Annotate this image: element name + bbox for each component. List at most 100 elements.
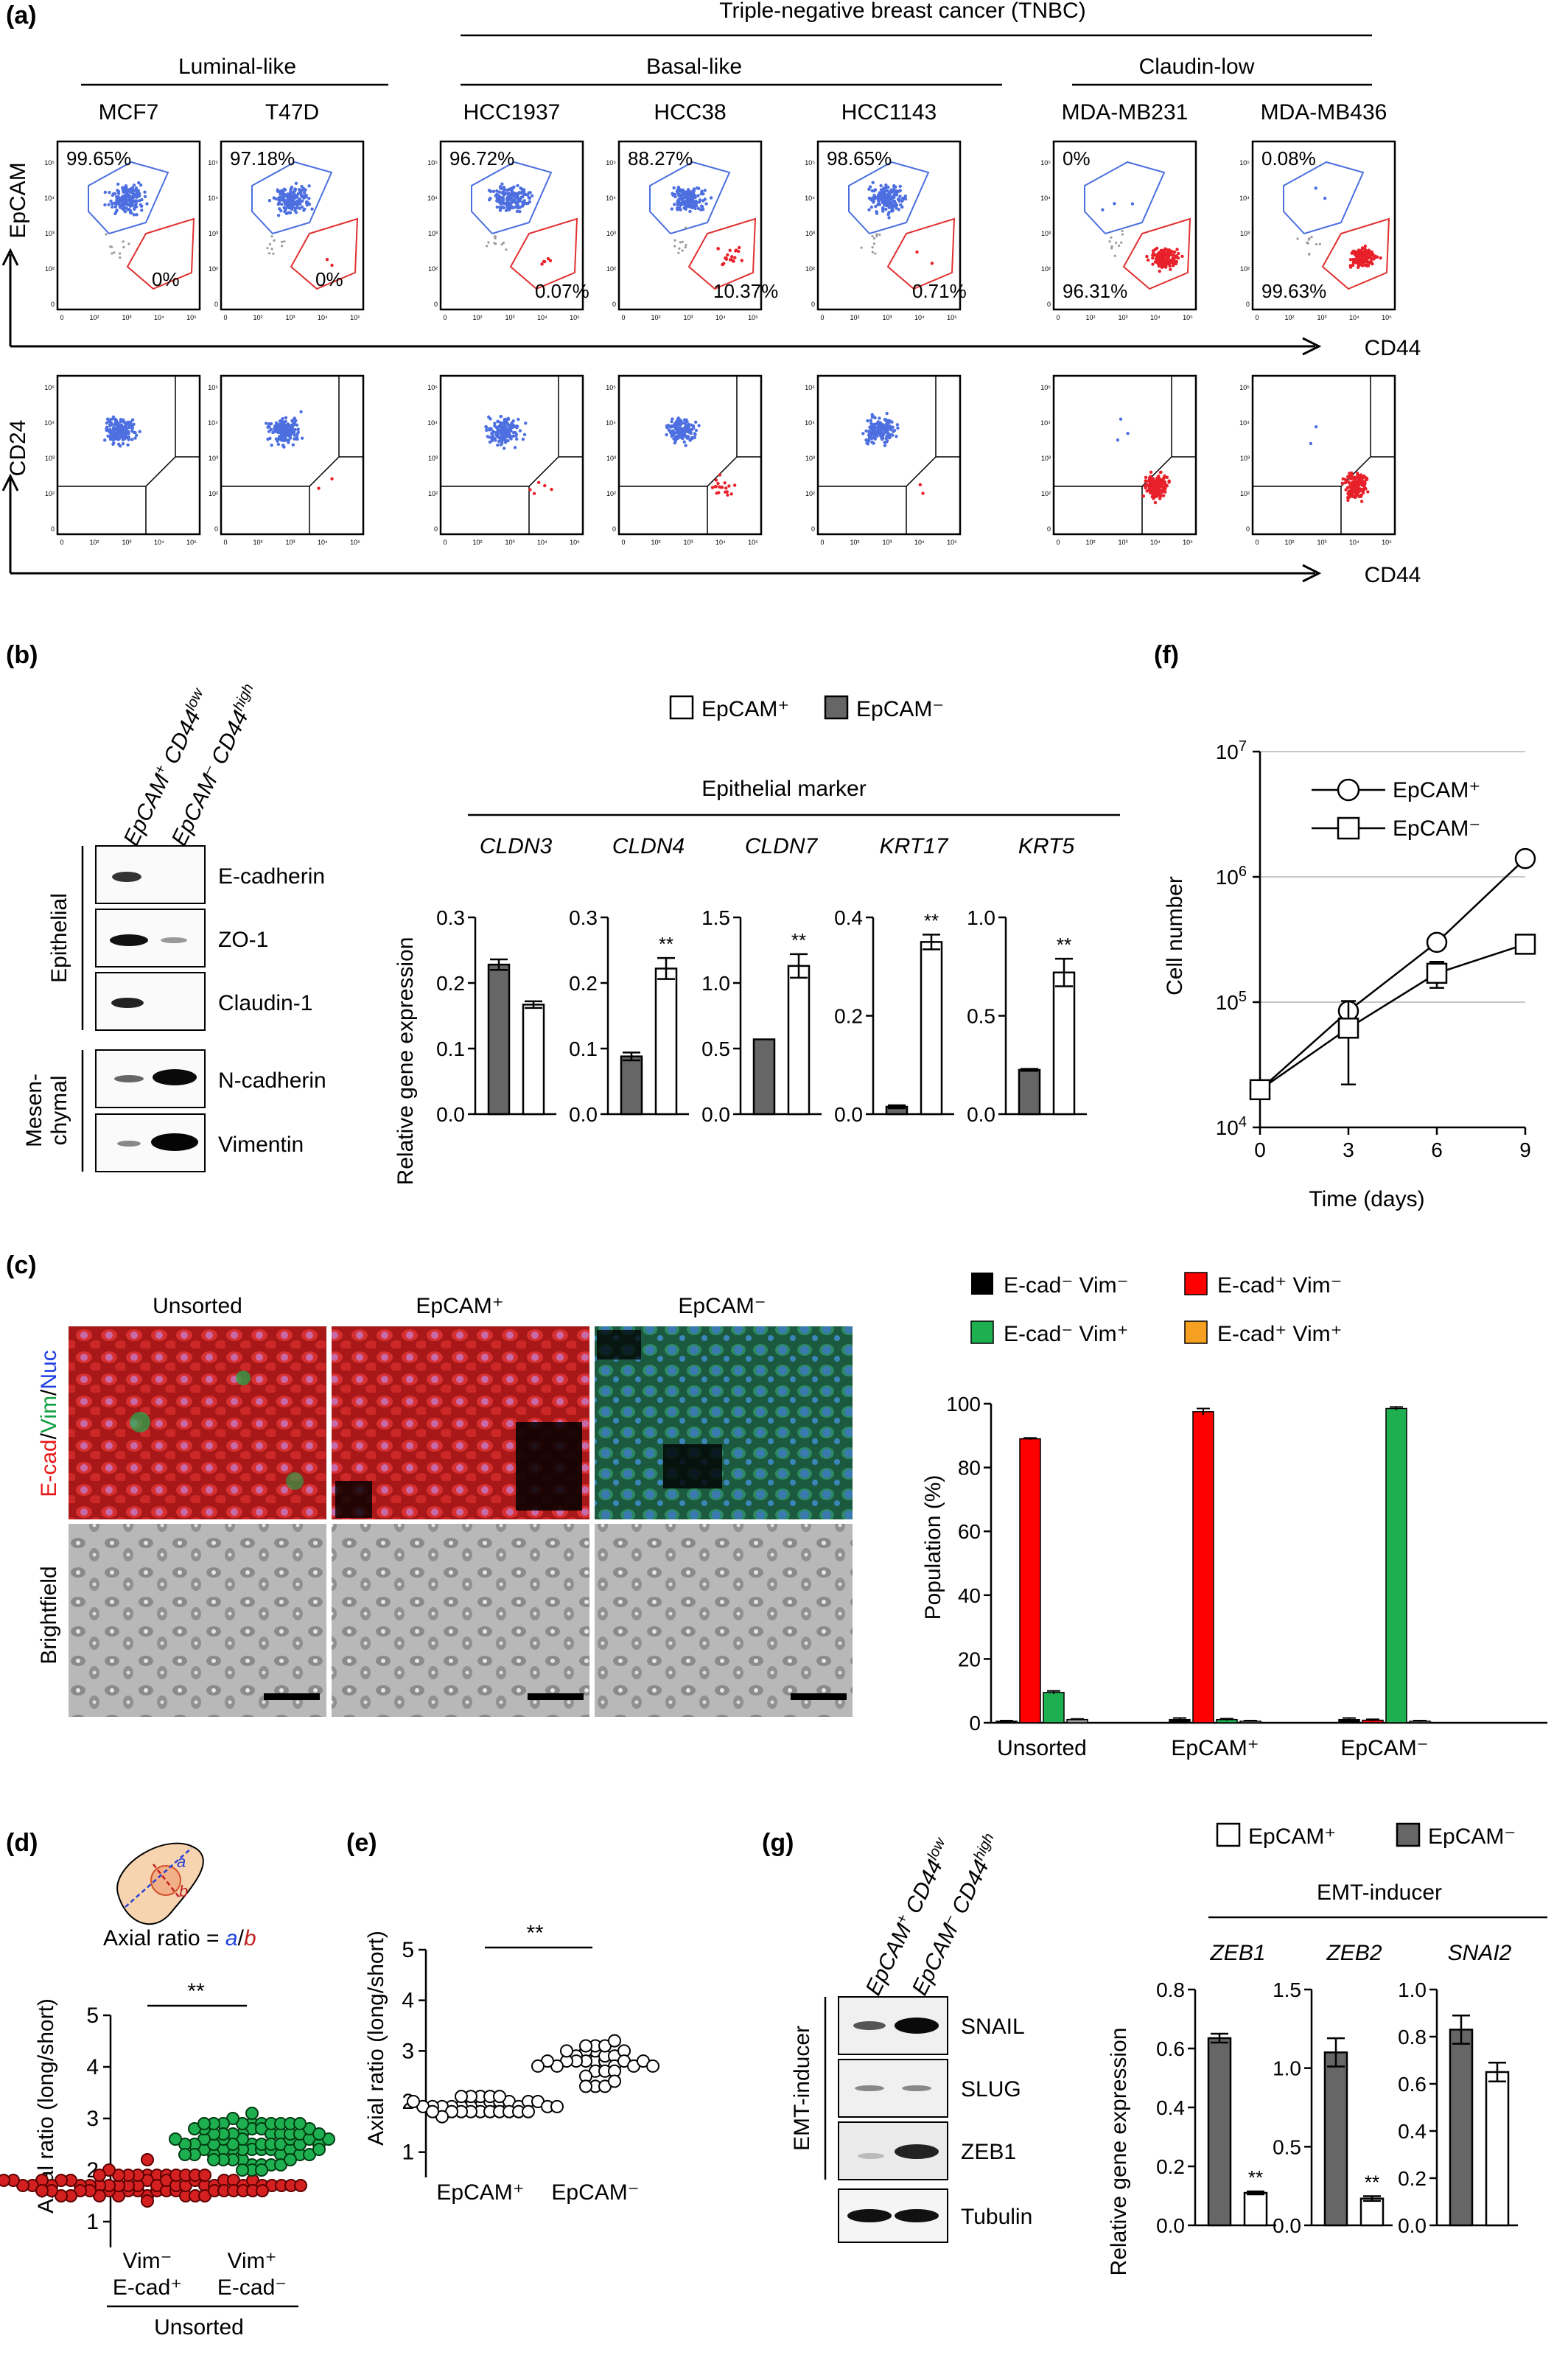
flow-event	[1344, 488, 1348, 491]
flow-event	[517, 191, 521, 195]
flow-event	[1354, 489, 1358, 492]
flow-event	[281, 417, 284, 421]
flow-event	[118, 444, 122, 448]
group-luminal: Luminal-like	[178, 55, 296, 79]
flow-tick-x: 10⁴	[715, 539, 726, 546]
flow-tick-y: 10²	[1240, 265, 1250, 273]
flow-tick-x: 10⁴	[1349, 539, 1359, 546]
flow-event	[1371, 253, 1375, 256]
flow-tick-y: 10³	[606, 455, 616, 462]
panel-g-chart: EpCAM⁺ EpCAM⁻ EMT-inducer Relative gene …	[1107, 1822, 1547, 2275]
flow-event	[134, 199, 138, 203]
flow-event	[736, 249, 741, 253]
flow-event	[1314, 424, 1318, 429]
flow-event	[500, 182, 504, 186]
y-tick-label: 0.6	[1156, 2037, 1185, 2060]
flow-event	[688, 209, 692, 214]
flow-event	[887, 204, 892, 208]
y-tick-label: 0.0	[1156, 2214, 1185, 2237]
flow-event	[127, 438, 131, 441]
error-bar	[1023, 1437, 1037, 1440]
flow-event	[506, 423, 511, 427]
flow-event	[330, 263, 334, 267]
quadrant-lines	[619, 376, 761, 534]
flow-tick-x: 10⁴	[1150, 314, 1161, 321]
flow-event	[1346, 480, 1350, 484]
flow-tick-y: 10⁵	[44, 159, 55, 167]
flow-event	[878, 233, 881, 237]
flow-tick-y: 0	[1047, 525, 1051, 533]
g-blot-group: EMT-inducer	[790, 2026, 814, 2151]
flow-event	[714, 478, 718, 482]
flow-event	[272, 252, 275, 255]
flow-event	[494, 242, 497, 245]
flow-tick-y: 10⁵	[208, 159, 218, 167]
flow-tick-x: 10⁵	[748, 539, 758, 546]
flow-event	[137, 192, 141, 195]
flow-tick-x: 10⁴	[537, 539, 547, 546]
flow-plot-frame	[1052, 374, 1197, 536]
flow-event	[1351, 489, 1354, 493]
flow-tick-x: 10⁴	[537, 314, 547, 321]
data-point	[294, 2179, 307, 2192]
flow-event	[675, 436, 679, 441]
axial-ratio-formula: Axial ratio = a/b	[103, 1926, 256, 1950]
flow-event	[865, 441, 869, 445]
flow-event	[546, 256, 550, 261]
flow-event	[1360, 246, 1365, 250]
flow-event	[893, 203, 897, 208]
flow-event	[134, 433, 139, 437]
flow-event	[1172, 259, 1175, 263]
flow-event	[499, 186, 503, 191]
quadrant-lines	[441, 376, 583, 534]
gate-epcam-pos	[1084, 161, 1166, 235]
flow-event	[125, 427, 128, 430]
panel-d: a b Axial ratio = a/b Axial ratio (long/…	[0, 1842, 335, 2340]
flow-event	[540, 262, 544, 266]
flow-event	[685, 243, 687, 247]
flow-tick-y: 0	[51, 301, 55, 308]
quadrant-lines	[57, 376, 200, 534]
epithelial-marker-header: Epithelial marker	[701, 777, 866, 801]
flow-event	[682, 203, 686, 206]
flow-event	[872, 441, 875, 445]
flow-event	[108, 191, 111, 195]
panel-b-blot: EpCAM+ CD44low EpCAM– CD44high E-cadheri…	[22, 681, 326, 1172]
data-point	[293, 2117, 307, 2130]
flow-event	[889, 201, 893, 205]
flow-plot: 00 10² 10² 10³ 10³ 10⁴ 10⁴ 10⁵ 10⁵ 97.18% 0%	[208, 140, 365, 321]
data-point	[141, 2194, 154, 2208]
flow-event	[867, 435, 872, 439]
series-line	[1259, 943, 1526, 1091]
flow-event	[293, 416, 296, 420]
error-bar	[1047, 1690, 1060, 1695]
flow-event	[894, 189, 898, 193]
flow-event	[508, 204, 513, 208]
bar	[1385, 1407, 1407, 1724]
y-tick-label: 0.0	[436, 1103, 465, 1126]
flow-event	[1348, 258, 1353, 262]
flow-event	[1121, 229, 1124, 232]
flow-event	[879, 429, 883, 433]
error-bar	[1244, 1719, 1257, 1722]
flow-tick-x: 10²	[1284, 539, 1294, 546]
flow-event	[1340, 481, 1344, 486]
flow-event	[1169, 267, 1172, 271]
flow-plot: 00 10² 10² 10³ 10³ 10⁴ 10⁴ 10⁵ 10⁵ 98.65% 0.71%	[805, 140, 967, 321]
flow-event	[665, 433, 668, 437]
flow-event	[282, 206, 287, 210]
cell-line-label: MDA-MB231	[1062, 100, 1189, 125]
bar	[1018, 1068, 1041, 1116]
flow-event	[1169, 250, 1173, 254]
flow-event	[282, 432, 286, 436]
brightfield-image-epcam-pos	[332, 1524, 589, 1717]
flow-event	[881, 192, 884, 196]
data-point	[1249, 1079, 1271, 1101]
flow-event	[502, 206, 505, 210]
flow-event	[1153, 260, 1158, 264]
flow-event	[525, 193, 530, 197]
flow-event	[1362, 484, 1366, 489]
flow-event	[280, 240, 284, 243]
error-bar	[1363, 2195, 1381, 2202]
flow-event	[295, 432, 299, 436]
